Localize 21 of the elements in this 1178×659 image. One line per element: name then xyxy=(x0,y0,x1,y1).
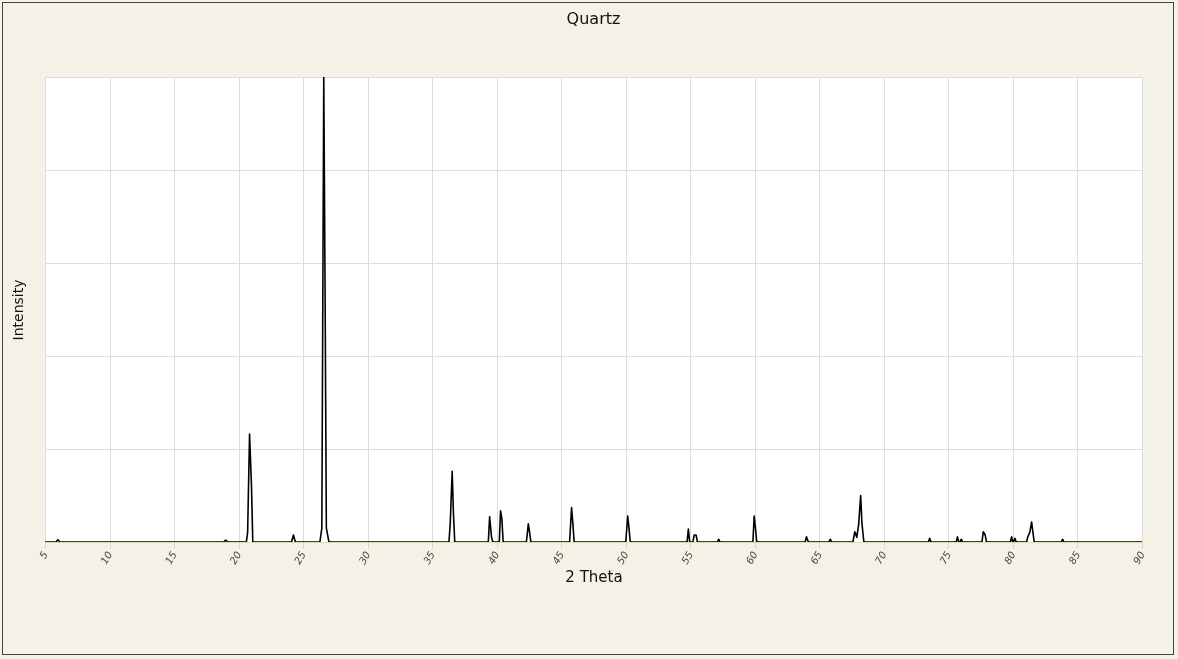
x-tick-label: 90 xyxy=(1130,549,1147,567)
x-tick-label: 45 xyxy=(550,549,567,567)
x-tick-label: 20 xyxy=(227,549,244,567)
chart-title: Quartz xyxy=(566,9,621,28)
x-tick-label: 40 xyxy=(485,549,502,567)
x-tick-label: 80 xyxy=(1001,549,1018,567)
x-tick-label: 35 xyxy=(421,549,438,567)
x-tick-label: 30 xyxy=(356,549,373,567)
x-tick-label: 65 xyxy=(808,549,825,567)
x-tick-label: 10 xyxy=(98,549,115,567)
x-tick-label: 25 xyxy=(292,549,308,567)
x-tick-label: 5 xyxy=(37,549,50,561)
x-tick-label: 75 xyxy=(937,549,954,567)
y-axis-title: Intensity xyxy=(9,279,26,341)
x-tick-label: 15 xyxy=(163,549,179,567)
x-axis-title: 2 Theta xyxy=(565,568,623,587)
x-tick-label: 70 xyxy=(872,549,889,567)
x-tick-label: 55 xyxy=(679,549,696,567)
x-tick-label: 60 xyxy=(743,549,760,567)
x-tick-label: 85 xyxy=(1066,549,1083,567)
x-tick-label: 50 xyxy=(614,549,631,567)
